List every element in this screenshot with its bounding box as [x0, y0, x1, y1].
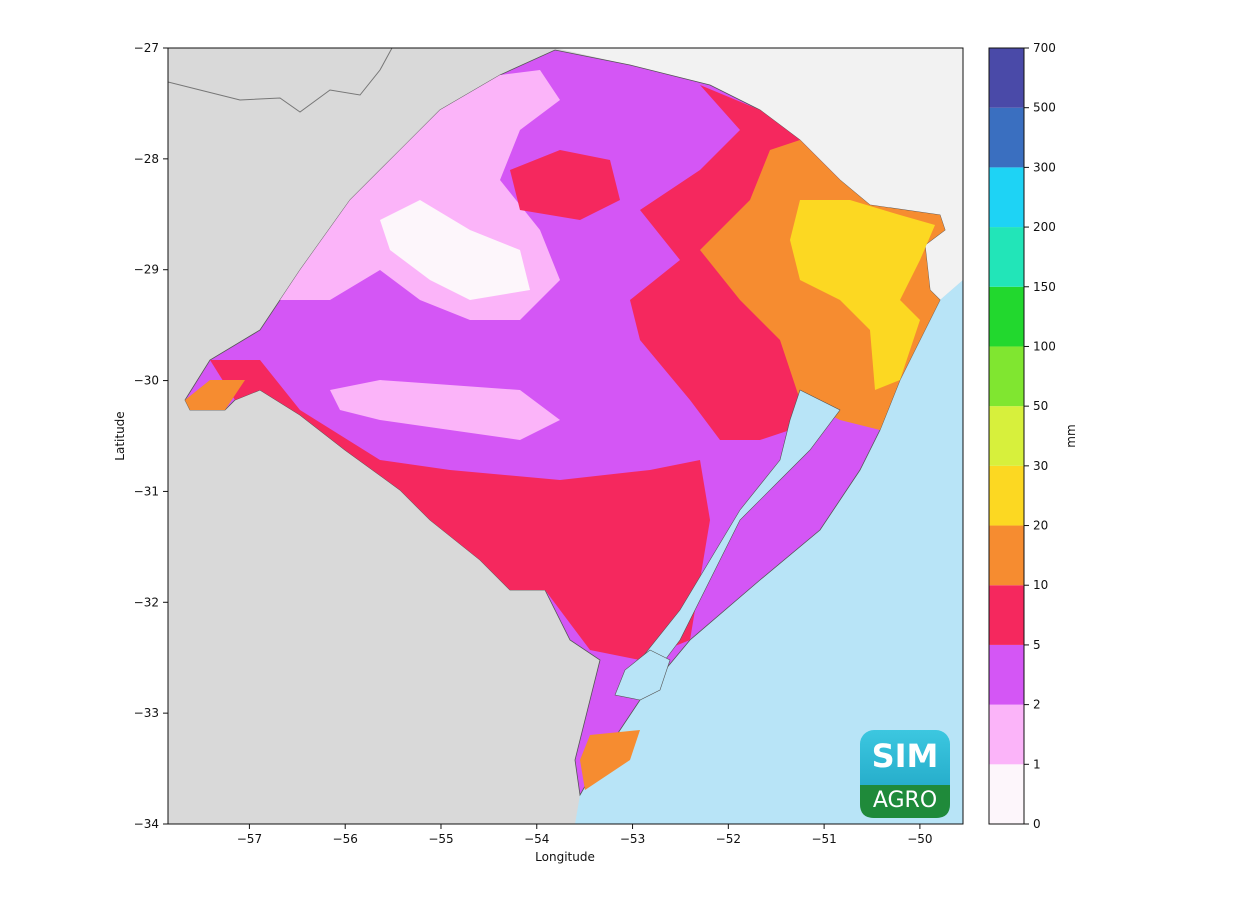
- colorbar-bin: [989, 48, 1024, 108]
- x-tick-label: −52: [716, 832, 741, 846]
- colorbar-tick-label: 200: [1033, 220, 1056, 234]
- x-tick-label: −51: [811, 832, 836, 846]
- colorbar-bin: [989, 644, 1024, 705]
- yellow-zone: [790, 200, 935, 390]
- colorbar-tick-label: 20: [1033, 519, 1048, 533]
- logo: SIM AGRO: [860, 730, 950, 818]
- orange-zone-sw: [185, 380, 245, 410]
- colorbar-bin: [989, 764, 1024, 824]
- plot-frame: [167, 47, 964, 825]
- colorbar-tick-label: 10: [1033, 578, 1048, 592]
- y-tick-label: −27: [134, 41, 159, 55]
- colorbar-label: mm: [1064, 424, 1078, 447]
- x-axis-label: Longitude: [535, 850, 595, 864]
- colorbar-bin: [989, 286, 1024, 347]
- y-axis-label: Latitude: [113, 411, 127, 460]
- y-tick-label: −29: [134, 263, 159, 277]
- x-tick-label: −54: [524, 832, 549, 846]
- colorbar-frame: [988, 47, 1025, 825]
- colorbar-tick-label: 1: [1033, 757, 1041, 771]
- red-zone-north: [510, 150, 620, 220]
- x-tick-label: −53: [620, 832, 645, 846]
- logo-band: [860, 785, 950, 818]
- y-tick-label: −28: [134, 152, 159, 166]
- colorbar-tick-label: 30: [1033, 459, 1048, 473]
- colorbar-bin: [989, 406, 1024, 466]
- colorbar-bin: [989, 585, 1024, 645]
- orange-zone-s: [580, 730, 640, 790]
- pink-zone-2: [330, 380, 560, 440]
- colorbar-tick-label: 500: [1033, 101, 1056, 115]
- colorbar-bin: [989, 704, 1024, 765]
- colorbar-tick-label: 5: [1033, 638, 1041, 652]
- y-tick-label: −33: [134, 706, 159, 720]
- lagoon-south: [614, 649, 671, 701]
- colorbar-bin: [989, 346, 1024, 407]
- colorbar-tick-label: 2: [1033, 698, 1041, 712]
- white-zone: [380, 200, 530, 300]
- logo-top: SIM: [872, 737, 939, 775]
- border: [168, 48, 393, 113]
- colorbar-bin: [989, 465, 1024, 526]
- y-tick-label: −32: [134, 595, 159, 609]
- land-north: [555, 48, 963, 300]
- colorbar-tick-label: 0: [1033, 817, 1041, 831]
- y-tick-label: −30: [134, 374, 159, 388]
- colorbar-tick-label: 150: [1033, 280, 1056, 294]
- colorbar-tick-label: 300: [1033, 160, 1056, 174]
- logo-bottom: AGRO: [873, 788, 937, 813]
- colorbar-bin: [989, 167, 1024, 228]
- colorbar-tick-label: 50: [1033, 399, 1048, 413]
- colorbar-tick-label: 700: [1033, 41, 1056, 55]
- x-tick-label: −55: [428, 832, 453, 846]
- x-tick-label: −57: [237, 832, 262, 846]
- x-tick-label: −50: [907, 832, 932, 846]
- y-tick-label: −31: [134, 484, 159, 498]
- x-tick-label: −56: [333, 832, 358, 846]
- colorbar-tick-label: 100: [1033, 339, 1056, 353]
- colorbar-bin: [989, 227, 1024, 287]
- y-tick-label: −34: [134, 817, 159, 831]
- ocean: [575, 280, 963, 824]
- red-zone-south: [210, 360, 710, 660]
- colorbar-bin: [989, 525, 1024, 586]
- colorbar-bin: [989, 107, 1024, 168]
- map-area: [168, 48, 963, 824]
